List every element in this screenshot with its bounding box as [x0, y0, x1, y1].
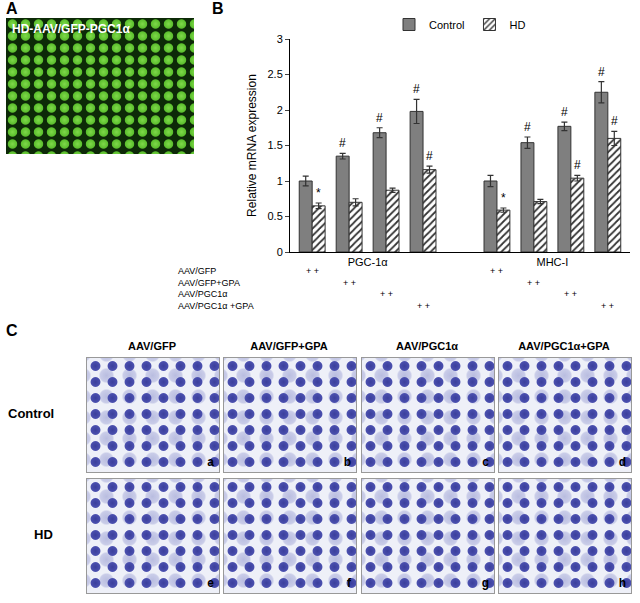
- svg-text:#: #: [339, 136, 346, 150]
- svg-text:#: #: [561, 105, 568, 119]
- svg-text:#: #: [574, 158, 581, 172]
- html-text:h: h: [618, 576, 626, 590]
- html-text:A: A: [6, 0, 18, 17]
- html-text:f: f: [347, 576, 351, 590]
- svg-text:+ +: + +: [527, 278, 540, 288]
- svg-text:+ +: + +: [564, 289, 577, 299]
- svg-text:Relative mRNA expression: Relative mRNA expression: [245, 74, 259, 217]
- html-text:c: c: [482, 455, 489, 469]
- svg-text:+ +: + +: [343, 278, 356, 288]
- svg-text:AAV/GFP: AAV/GFP: [178, 266, 216, 276]
- html-text:HD: HD: [34, 527, 53, 542]
- svg-text:#: #: [426, 149, 433, 163]
- html-text:B: B: [212, 0, 224, 17]
- svg-text:#: #: [598, 65, 605, 79]
- svg-text:3: 3: [277, 33, 283, 45]
- html-text:Control: Control: [8, 406, 55, 421]
- svg-text:#: #: [413, 82, 420, 96]
- html-text:AAV/PGC1α: AAV/PGC1α: [395, 340, 459, 352]
- html-text:b: b: [343, 455, 351, 469]
- svg-text:AAV/GFP+GPA: AAV/GFP+GPA: [178, 278, 240, 288]
- svg-text:+ +: + +: [417, 301, 430, 311]
- svg-text:1.5: 1.5: [268, 139, 283, 151]
- html-text:AAV/PGC1α+GPA: AAV/PGC1α+GPA: [518, 340, 610, 352]
- svg-text:0.5: 0.5: [268, 210, 283, 222]
- html-text:AAV/GFP: AAV/GFP: [128, 340, 176, 352]
- svg-text:2: 2: [277, 104, 283, 116]
- html-text:AAV/GFP+GPA: AAV/GFP+GPA: [250, 340, 328, 352]
- svg-text:AAV/PGC1α +GPA: AAV/PGC1α +GPA: [178, 301, 254, 311]
- svg-text:*: *: [316, 186, 321, 200]
- svg-text:2.5: 2.5: [268, 68, 283, 80]
- svg-text:+ +: + +: [601, 301, 614, 311]
- svg-text:+ +: + +: [306, 266, 319, 276]
- svg-text:Control: Control: [429, 19, 464, 31]
- svg-text:1: 1: [277, 175, 283, 187]
- svg-text:MHC-I: MHC-I: [536, 256, 568, 268]
- svg-text:#: #: [376, 111, 383, 125]
- html-text:a: a: [207, 455, 214, 469]
- svg-text:0: 0: [277, 246, 283, 258]
- svg-text:#: #: [611, 114, 618, 128]
- svg-text:AAV/PGC1α: AAV/PGC1α: [178, 289, 228, 299]
- html-text:HD-AAV/GFP-PGC1α: HD-AAV/GFP-PGC1α: [12, 22, 130, 36]
- html-text:d: d: [618, 455, 626, 469]
- svg-text:+ +: + +: [380, 289, 393, 299]
- svg-text:PGC-1α: PGC-1α: [348, 256, 389, 268]
- svg-text:+ +: + +: [490, 266, 503, 276]
- svg-text:#: #: [524, 120, 531, 134]
- html-text:C: C: [6, 322, 18, 339]
- html-text:g: g: [481, 576, 489, 590]
- html-text:e: e: [207, 576, 214, 590]
- svg-text:*: *: [501, 191, 506, 205]
- svg-text:HD: HD: [509, 19, 525, 31]
